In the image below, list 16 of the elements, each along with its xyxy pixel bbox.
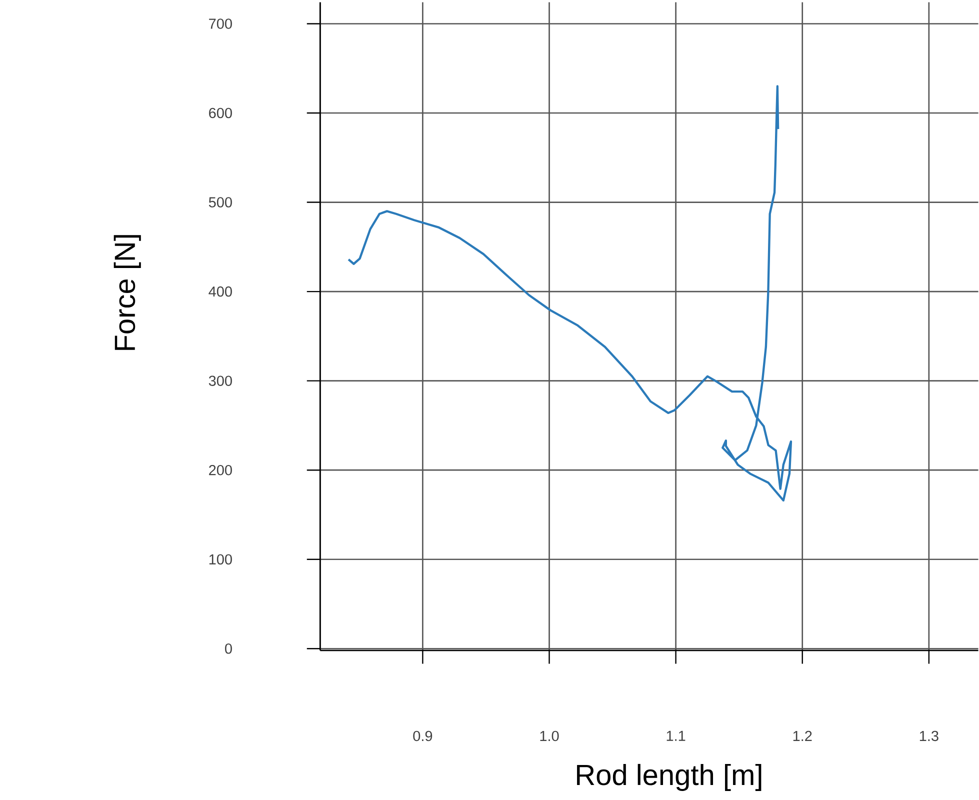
y-tick-label: 600 <box>209 108 232 118</box>
x-axis-title: Rod length [m] <box>577 764 762 791</box>
y-tick-label: 400 <box>208 286 232 296</box>
line-series <box>347 84 792 502</box>
x-tick-label: 1.1 <box>666 730 686 741</box>
x-tick-label: 1.2 <box>793 730 812 741</box>
y-axis-title: Force [N] <box>114 234 141 350</box>
x-tick-label: 1.0 <box>540 730 559 741</box>
x-tick-label: 1.3 <box>920 730 938 741</box>
y-tick-label: 700 <box>209 18 232 29</box>
y-tick-label: 500 <box>208 196 232 208</box>
y-tick-label: 100 <box>209 554 232 564</box>
x-tick-label: 0.9 <box>413 730 432 741</box>
y-tick-label: 200 <box>209 464 232 476</box>
y-tick-label: 300 <box>208 375 232 386</box>
y-tick-label: 0 <box>225 643 232 654</box>
